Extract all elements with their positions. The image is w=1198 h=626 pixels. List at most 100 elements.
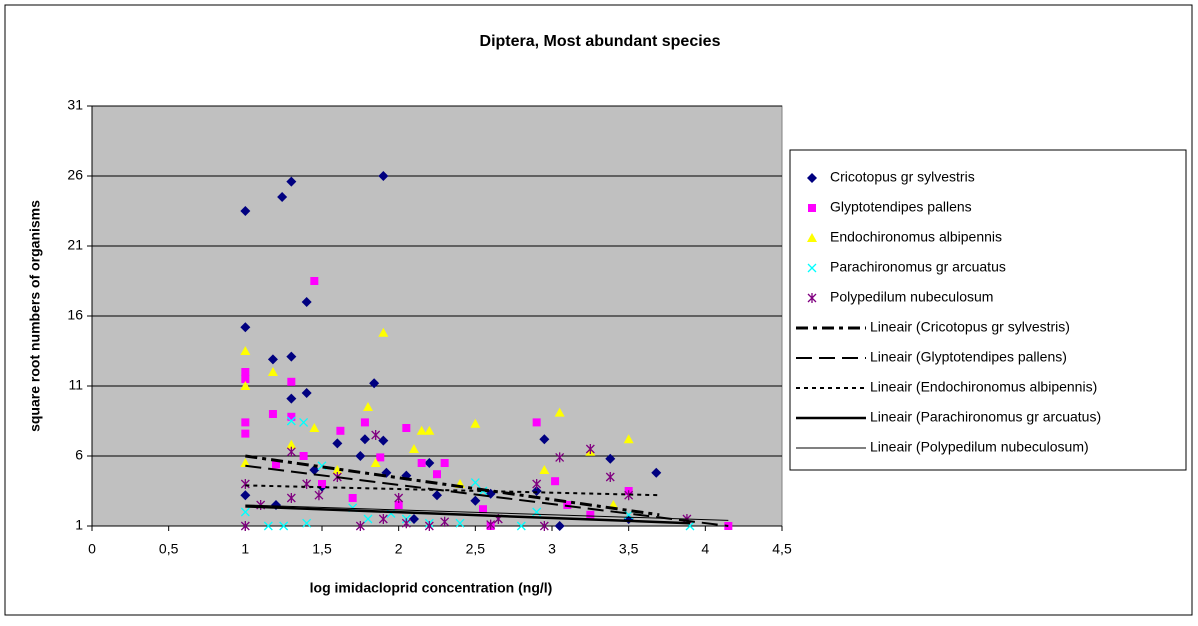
trend-line bbox=[245, 505, 691, 525]
point bbox=[378, 327, 389, 337]
point bbox=[623, 434, 634, 444]
legend-label: Lineair (Cricotopus gr sylvestris) bbox=[870, 319, 1070, 335]
chart-title: Diptera, Most abundant species bbox=[480, 33, 721, 50]
point bbox=[310, 277, 319, 285]
trend-line bbox=[245, 484, 660, 497]
x-tick-label: 1,5 bbox=[312, 541, 332, 557]
point bbox=[554, 521, 565, 531]
point bbox=[241, 418, 250, 427]
point bbox=[286, 493, 296, 503]
point bbox=[332, 465, 343, 474]
point bbox=[286, 176, 297, 187]
point bbox=[309, 423, 320, 432]
point bbox=[240, 490, 251, 501]
point bbox=[363, 514, 373, 524]
point bbox=[479, 505, 487, 514]
point bbox=[440, 516, 450, 527]
point bbox=[401, 518, 411, 529]
point bbox=[539, 465, 550, 474]
point bbox=[240, 507, 250, 517]
point bbox=[286, 416, 296, 426]
y-tick-label: 1 bbox=[75, 517, 83, 533]
point bbox=[299, 452, 308, 460]
legend-marker bbox=[807, 173, 817, 183]
point bbox=[470, 478, 480, 488]
point bbox=[348, 494, 357, 502]
point bbox=[240, 381, 251, 390]
point bbox=[378, 514, 388, 524]
point bbox=[585, 444, 595, 454]
x-tick-label: 4 bbox=[701, 541, 709, 557]
y-tick-label: 11 bbox=[68, 377, 83, 393]
point bbox=[486, 519, 496, 530]
legend-marker bbox=[807, 263, 817, 273]
point bbox=[286, 446, 296, 457]
x-tick-label: 1 bbox=[241, 541, 249, 557]
legend-marker bbox=[808, 204, 816, 212]
y-tick-label: 21 bbox=[67, 237, 83, 253]
legend bbox=[789, 149, 1187, 471]
point bbox=[555, 452, 565, 463]
legend-label: Lineair (Polypedilum nubeculosum) bbox=[870, 439, 1089, 455]
point bbox=[409, 444, 419, 453]
legend-label: Lineair (Parachironomus gr arcuatus) bbox=[870, 409, 1101, 425]
point bbox=[277, 192, 288, 202]
point bbox=[369, 378, 380, 389]
x-tick-label: 2 bbox=[395, 541, 403, 557]
point bbox=[240, 479, 250, 489]
point bbox=[624, 490, 634, 501]
legend-marker bbox=[807, 233, 817, 242]
point bbox=[286, 439, 297, 449]
point bbox=[241, 368, 250, 376]
x-tick-label: 4,5 bbox=[772, 541, 792, 557]
point bbox=[272, 460, 280, 469]
point bbox=[240, 521, 250, 531]
point bbox=[268, 410, 277, 418]
point bbox=[241, 375, 250, 383]
point bbox=[267, 367, 278, 376]
point bbox=[359, 434, 370, 445]
point bbox=[551, 477, 560, 486]
point bbox=[516, 521, 526, 531]
point bbox=[532, 479, 542, 489]
point bbox=[371, 430, 381, 440]
point bbox=[301, 388, 312, 398]
y-tick-label: 31 bbox=[67, 97, 83, 113]
legend-label: Cricotopus gr sylvestris bbox=[830, 169, 975, 185]
point bbox=[286, 351, 297, 362]
point bbox=[355, 521, 365, 531]
y-axis-label: square root numbers of organisms bbox=[27, 200, 43, 432]
point bbox=[240, 322, 251, 333]
point bbox=[424, 521, 434, 531]
point bbox=[539, 521, 549, 531]
point bbox=[424, 458, 435, 468]
point bbox=[263, 521, 273, 531]
point bbox=[241, 429, 250, 438]
point bbox=[470, 418, 481, 428]
point bbox=[554, 407, 565, 417]
trend-line bbox=[245, 504, 729, 521]
point bbox=[363, 402, 373, 411]
point bbox=[314, 490, 324, 501]
x-tick-label: 3 bbox=[548, 541, 556, 557]
point bbox=[409, 514, 419, 524]
point bbox=[336, 426, 345, 435]
point bbox=[240, 206, 251, 216]
point bbox=[378, 435, 389, 446]
legend-label: Lineair (Glyptotendipes pallens) bbox=[870, 349, 1067, 365]
point bbox=[424, 425, 435, 435]
legend-marker bbox=[807, 293, 817, 303]
y-tick-label: 26 bbox=[67, 167, 83, 183]
point bbox=[240, 458, 251, 467]
point bbox=[287, 412, 296, 421]
point bbox=[402, 424, 411, 432]
point bbox=[455, 518, 465, 528]
legend-label: Parachironomus gr arcuatus bbox=[830, 259, 1006, 275]
point bbox=[539, 434, 550, 445]
point bbox=[240, 346, 251, 355]
point bbox=[440, 459, 449, 467]
point bbox=[394, 501, 403, 509]
point bbox=[302, 518, 312, 528]
y-tick-label: 6 bbox=[75, 447, 83, 463]
